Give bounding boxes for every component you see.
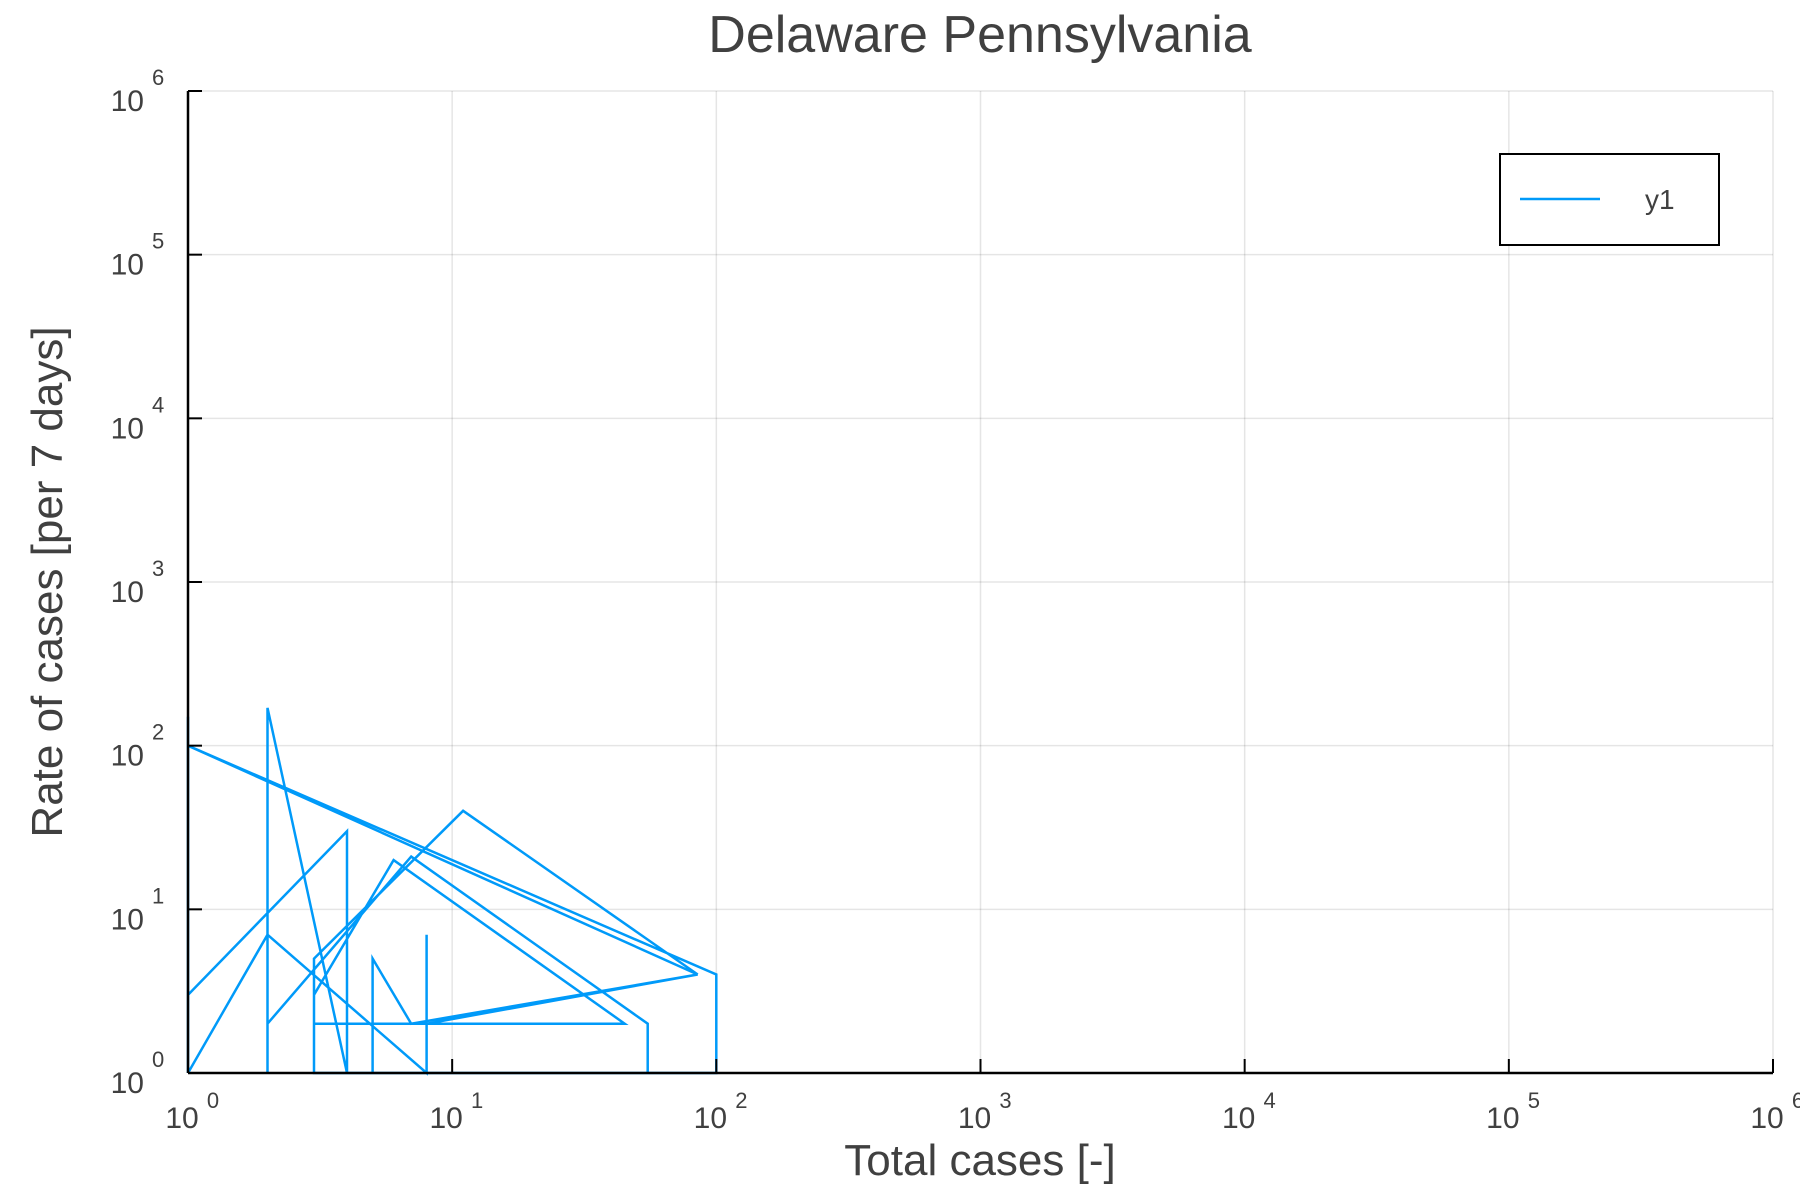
- x-tick-label: 10: [694, 1102, 727, 1135]
- y-axis-label: Rate of cases [per 7 days]: [23, 326, 72, 837]
- y-tick-exponent: 6: [152, 65, 164, 90]
- y-tick-label: 10: [111, 1067, 144, 1100]
- series-y1: [186, 707, 718, 1076]
- y-tick-label: 10: [111, 576, 144, 609]
- y-tick-label: 10: [111, 85, 144, 118]
- y-tick-exponent: 3: [152, 556, 164, 581]
- x-tick-labels: 10 0 10 1 10 2 10 3 10 4 10 5 10 6: [165, 1088, 1800, 1135]
- x-tick-exponent: 0: [207, 1088, 219, 1113]
- y-tick-labels: 10 0 10 1 10 2 10 3 10 4 10 5 10 6: [111, 65, 165, 1100]
- x-axis-label: Total cases [-]: [844, 1136, 1115, 1185]
- x-tick-label: 10: [1222, 1102, 1255, 1135]
- x-tick-exponent: 2: [735, 1088, 747, 1113]
- series-line-y1: [186, 707, 718, 1076]
- y-tick-label: 10: [111, 903, 144, 936]
- x-tick-exponent: 5: [1528, 1088, 1540, 1113]
- chart-title: Delaware Pennsylvania: [708, 6, 1251, 64]
- x-tick-exponent: 3: [999, 1088, 1011, 1113]
- x-tick-exponent: 6: [1792, 1088, 1800, 1113]
- y-tick-exponent: 0: [152, 1047, 164, 1072]
- legend-label-y1: y1: [1645, 184, 1675, 215]
- grid: [187, 90, 1774, 1074]
- x-tick-exponent: 4: [1264, 1088, 1276, 1113]
- x-tick-label: 10: [1750, 1102, 1783, 1135]
- y-tick-exponent: 4: [152, 392, 164, 417]
- ticks: [187, 90, 1774, 1074]
- y-tick-label: 10: [111, 249, 144, 282]
- x-tick-label: 10: [429, 1102, 462, 1135]
- x-tick-label: 10: [165, 1102, 198, 1135]
- y-tick-label: 10: [111, 412, 144, 445]
- y-tick-exponent: 5: [152, 229, 164, 254]
- x-tick-label: 10: [1486, 1102, 1519, 1135]
- x-tick-exponent: 1: [471, 1088, 483, 1113]
- legend: y1: [1499, 153, 1720, 246]
- y-tick-exponent: 2: [152, 720, 164, 745]
- x-tick-label: 10: [958, 1102, 991, 1135]
- y-tick-label: 10: [111, 740, 144, 773]
- y-tick-exponent: 1: [152, 883, 164, 908]
